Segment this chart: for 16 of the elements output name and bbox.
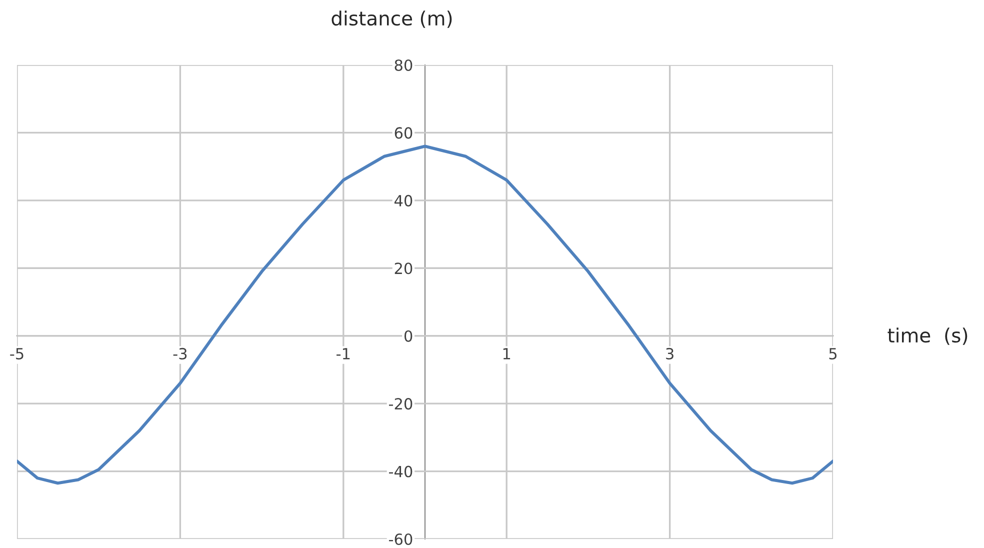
x-axis-title: time (s): [888, 328, 968, 345]
y-tick-label: -40: [388, 466, 412, 478]
x-tick-label: -1: [336, 348, 350, 360]
x-tick-label: 5: [829, 348, 837, 360]
y-tick-label: -60: [388, 533, 412, 546]
y-tick-label: 80: [394, 59, 412, 72]
x-tick-label: -3: [173, 348, 187, 360]
y-tick-label: 0: [404, 330, 412, 342]
y-tick-label: -20: [388, 398, 412, 410]
x-tick-label: -5: [10, 348, 24, 360]
x-tick-label: 1: [503, 348, 510, 360]
y-tick-label: 40: [394, 194, 412, 206]
y-axis-title: distance (m): [332, 10, 452, 28]
y-tick-label: 20: [394, 262, 412, 274]
x-tick-label: 3: [666, 348, 674, 360]
y-tick-label: 60: [394, 127, 412, 139]
